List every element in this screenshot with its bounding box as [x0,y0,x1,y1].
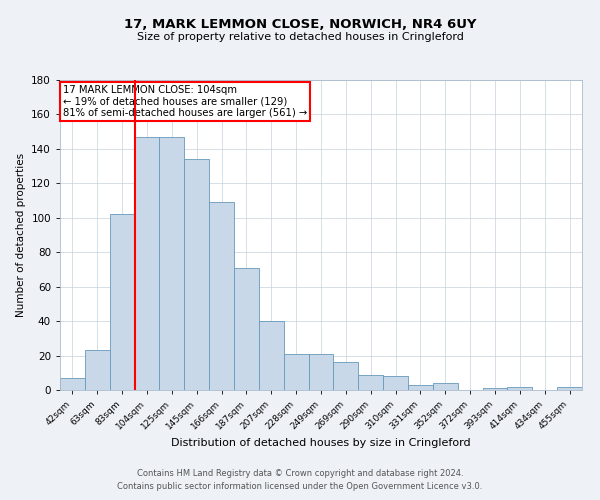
Text: Size of property relative to detached houses in Cringleford: Size of property relative to detached ho… [137,32,463,42]
Y-axis label: Number of detached properties: Number of detached properties [16,153,26,317]
Bar [259,321,284,390]
Bar [482,388,508,390]
Bar [308,354,334,390]
Bar [184,159,209,390]
Bar [358,374,383,390]
Bar [134,137,160,390]
Text: Contains HM Land Registry data © Crown copyright and database right 2024.
Contai: Contains HM Land Registry data © Crown c… [118,470,482,491]
Bar [334,362,358,390]
Bar [383,376,408,390]
Bar [60,378,85,390]
Bar [110,214,134,390]
X-axis label: Distribution of detached houses by size in Cringleford: Distribution of detached houses by size … [171,438,471,448]
Bar [557,386,582,390]
Bar [85,350,110,390]
Text: 17 MARK LEMMON CLOSE: 104sqm
← 19% of detached houses are smaller (129)
81% of s: 17 MARK LEMMON CLOSE: 104sqm ← 19% of de… [62,84,307,118]
Bar [234,268,259,390]
Bar [408,385,433,390]
Bar [508,386,532,390]
Bar [284,354,308,390]
Text: 17, MARK LEMMON CLOSE, NORWICH, NR4 6UY: 17, MARK LEMMON CLOSE, NORWICH, NR4 6UY [124,18,476,30]
Bar [433,383,458,390]
Bar [209,202,234,390]
Bar [160,137,184,390]
